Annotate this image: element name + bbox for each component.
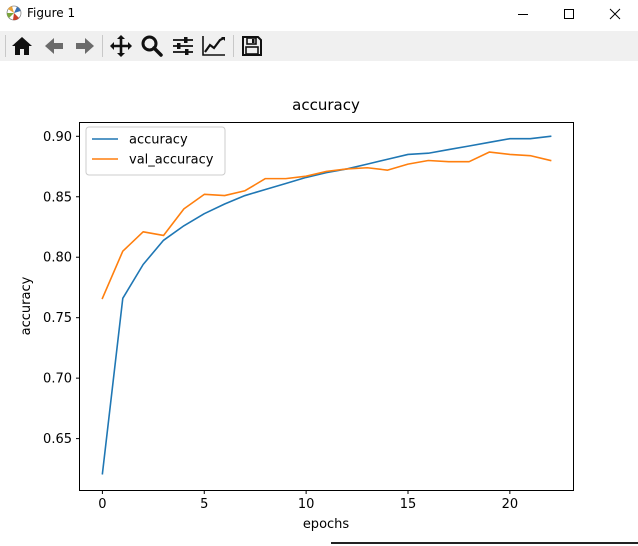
figure-canvas[interactable]: accuracy epochs accuracy 0 5 10 15 20 0.65 0.7…	[0, 61, 638, 542]
plot-frame	[79, 122, 574, 491]
x-tick-label: 10	[298, 497, 315, 512]
maximize-button[interactable]	[546, 0, 592, 27]
taskbar-edge	[331, 542, 638, 544]
x-tick-label: 0	[98, 497, 106, 512]
series-line-accuracy	[101, 135, 552, 475]
accuracy-chart: accuracy epochs accuracy 0 5 10 15 20 0.65 0.7…	[19, 96, 574, 532]
y-axis-label: accuracy	[19, 276, 34, 335]
y-tick-label: 0.70	[43, 372, 72, 387]
x-tick-label: 15	[400, 497, 417, 512]
pan-button[interactable]	[108, 33, 134, 59]
forward-icon	[76, 38, 94, 54]
save-button[interactable]	[239, 33, 265, 59]
toolbar-separator	[5, 35, 6, 57]
home-button[interactable]	[9, 33, 35, 59]
legend-label-val-accuracy: val_accuracy	[129, 153, 214, 168]
edit-axis-icon	[202, 36, 225, 56]
y-tick-label: 0.75	[43, 311, 72, 326]
minimize-button[interactable]	[500, 0, 546, 27]
back-icon	[45, 38, 63, 54]
x-tick-label: 20	[502, 497, 519, 512]
forward-button[interactable]	[72, 33, 98, 59]
x-axis-label: epochs	[303, 517, 350, 532]
x-tick-label: 5	[200, 497, 208, 512]
toolbar-separator	[233, 35, 234, 57]
window-title: Figure 1	[27, 6, 76, 20]
close-button[interactable]	[592, 0, 638, 27]
y-tick-label: 0.90	[43, 130, 72, 145]
zoom-button[interactable]	[139, 33, 165, 59]
back-button[interactable]	[41, 33, 67, 59]
maximize-icon	[564, 8, 574, 19]
title-bar: Figure 1	[0, 0, 638, 27]
matplotlib-icon	[6, 5, 22, 21]
y-tick-label: 0.65	[43, 432, 72, 447]
chart-title: accuracy	[292, 96, 360, 114]
series-line-val-accuracy	[101, 151, 552, 300]
zoom-icon	[141, 35, 163, 57]
toolbar-separator	[102, 35, 103, 57]
configure-subplots-icon	[173, 37, 193, 55]
save-icon	[242, 36, 262, 56]
home-icon	[12, 37, 32, 55]
close-icon	[609, 8, 621, 19]
minimize-icon	[518, 13, 528, 15]
y-tick-label: 0.80	[43, 251, 72, 266]
legend-label-accuracy: accuracy	[129, 133, 188, 148]
pan-icon	[110, 35, 132, 57]
configure-subplots-button[interactable]	[170, 33, 196, 59]
legend-box	[85, 126, 226, 176]
navigation-toolbar	[0, 31, 638, 61]
y-tick-label: 0.85	[43, 190, 72, 205]
edit-axis-button[interactable]	[201, 33, 227, 59]
